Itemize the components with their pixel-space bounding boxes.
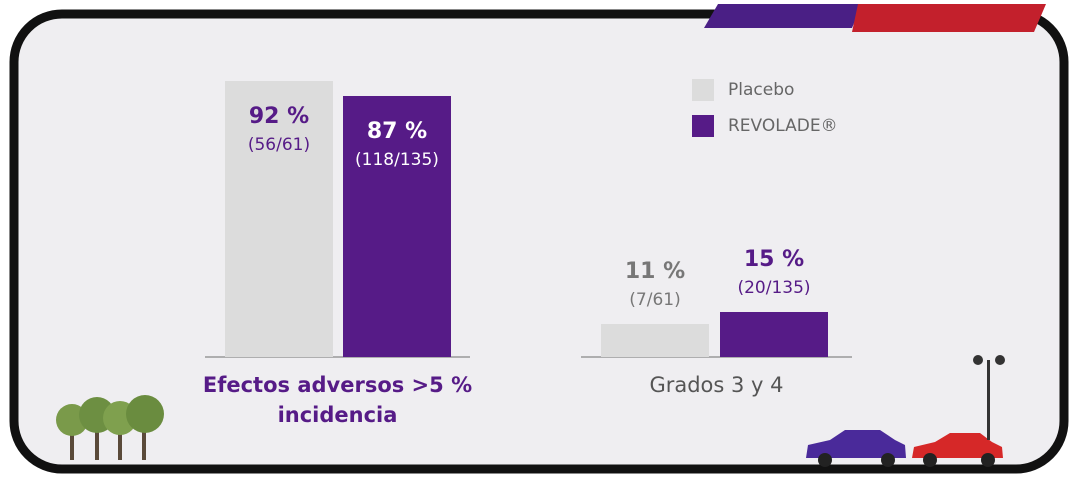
count-label: (56/61) (248, 135, 310, 155)
bar (343, 96, 451, 357)
decor-stripe (852, 4, 1046, 32)
category-label-box: Grados 3 y 4 (649, 373, 784, 397)
value-label: 15 % (744, 247, 804, 272)
decor-stripe (704, 4, 862, 28)
frame (9, 9, 1069, 474)
bar (720, 312, 828, 357)
legend-label: Placebo (728, 80, 794, 100)
legend-swatch (692, 79, 714, 101)
legend-swatch (692, 115, 714, 137)
count-label: (7/61) (629, 290, 680, 310)
x-category-label: Grados 3 y 4 (649, 373, 784, 397)
count-label: (20/135) (737, 278, 810, 298)
cars (806, 355, 1005, 467)
value-label: 11 % (625, 259, 685, 284)
trees (56, 395, 164, 460)
legend-label: REVOLADE® (728, 116, 838, 136)
bar (225, 81, 333, 357)
x-category-label: Efectos adversos >5 % incidencia (202, 373, 473, 427)
count-label: (118/135) (355, 150, 439, 170)
value-label: 87 % (367, 119, 427, 144)
category-label-box: Efectos adversos >5 % incidencia (202, 373, 473, 427)
bar (601, 324, 709, 357)
value-label: 92 % (249, 104, 309, 129)
